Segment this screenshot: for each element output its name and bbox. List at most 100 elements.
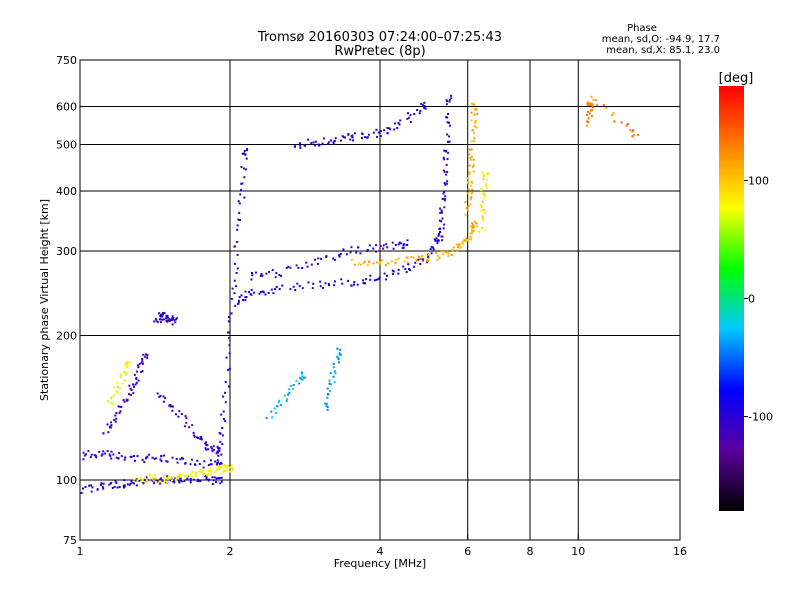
data-point xyxy=(171,315,174,318)
data-point xyxy=(435,251,437,254)
data-point xyxy=(333,258,336,261)
data-point xyxy=(225,466,228,468)
data-point xyxy=(285,400,288,403)
data-point xyxy=(245,168,248,171)
data-point xyxy=(243,167,245,170)
data-point xyxy=(114,420,117,423)
data-point xyxy=(229,466,232,469)
data-point xyxy=(356,283,359,286)
data-point xyxy=(301,378,304,381)
data-point xyxy=(133,459,136,462)
data-point xyxy=(592,98,595,101)
data-point xyxy=(258,292,261,295)
data-point xyxy=(470,181,473,184)
data-point xyxy=(90,484,93,487)
data-point xyxy=(90,490,93,493)
data-point xyxy=(392,247,395,250)
data-point xyxy=(274,276,277,279)
data-point xyxy=(325,255,328,258)
data-point xyxy=(267,291,270,294)
data-point xyxy=(140,361,143,364)
data-point xyxy=(443,158,446,161)
data-point xyxy=(473,132,475,135)
data-point xyxy=(219,482,222,485)
data-point xyxy=(310,263,313,266)
phase-stats-o: mean, sd,O: -94.9, 17.7 xyxy=(602,34,720,45)
data-point xyxy=(333,381,336,384)
data-point xyxy=(191,424,194,427)
data-point xyxy=(405,256,408,259)
data-point xyxy=(333,284,336,287)
data-point xyxy=(386,274,388,277)
data-point xyxy=(589,109,592,112)
data-point xyxy=(449,124,451,127)
data-point xyxy=(437,239,439,242)
data-point xyxy=(177,415,180,418)
data-point xyxy=(212,448,215,451)
data-point xyxy=(175,457,178,460)
data-point xyxy=(236,228,239,231)
y-tick-label: 400 xyxy=(56,185,77,198)
data-point xyxy=(109,426,112,429)
data-point xyxy=(379,245,382,247)
data-point xyxy=(421,255,424,258)
data-point xyxy=(204,447,207,450)
data-point xyxy=(337,358,340,361)
data-point xyxy=(211,450,214,453)
data-point xyxy=(301,375,304,378)
data-point xyxy=(136,370,139,373)
data-point xyxy=(270,288,273,291)
data-point xyxy=(294,145,296,148)
data-point xyxy=(303,376,305,379)
data-point xyxy=(372,247,375,250)
data-point xyxy=(83,454,86,457)
data-point xyxy=(486,178,489,181)
data-point xyxy=(461,242,464,245)
data-point xyxy=(470,196,472,199)
data-point xyxy=(310,142,313,145)
data-point xyxy=(482,192,485,195)
data-point xyxy=(298,382,301,385)
data-point xyxy=(200,435,203,438)
data-point xyxy=(364,282,366,285)
data-point xyxy=(141,360,144,363)
data-point xyxy=(225,356,228,359)
data-point xyxy=(168,404,171,407)
data-point xyxy=(218,463,221,466)
data-point xyxy=(186,475,188,478)
data-point xyxy=(385,264,387,267)
data-point xyxy=(241,152,244,155)
data-point xyxy=(171,405,174,408)
data-point xyxy=(341,282,344,285)
data-point xyxy=(476,112,479,115)
y-tick-label: 100 xyxy=(56,474,77,487)
data-point xyxy=(446,133,449,136)
data-point xyxy=(235,285,237,288)
data-point xyxy=(183,474,186,477)
data-point xyxy=(288,392,291,394)
data-point xyxy=(118,486,121,489)
data-point xyxy=(471,129,474,132)
phase-stats-heading: Phase xyxy=(627,23,657,34)
data-point xyxy=(136,455,139,457)
data-point xyxy=(181,480,184,483)
data-point xyxy=(221,471,224,474)
data-point xyxy=(455,243,458,246)
data-point xyxy=(203,460,206,463)
data-point xyxy=(316,262,319,265)
data-point xyxy=(473,125,476,127)
data-point xyxy=(225,470,228,473)
data-point xyxy=(334,372,337,375)
data-point xyxy=(347,133,350,136)
data-point xyxy=(109,401,112,404)
data-point xyxy=(114,414,117,417)
data-point xyxy=(90,453,93,456)
data-point xyxy=(324,282,327,285)
data-point xyxy=(161,313,164,316)
data-point xyxy=(136,479,139,482)
data-point xyxy=(123,484,126,487)
data-point xyxy=(163,478,166,481)
data-point xyxy=(409,269,412,272)
data-point xyxy=(423,101,426,104)
data-point xyxy=(275,285,278,288)
